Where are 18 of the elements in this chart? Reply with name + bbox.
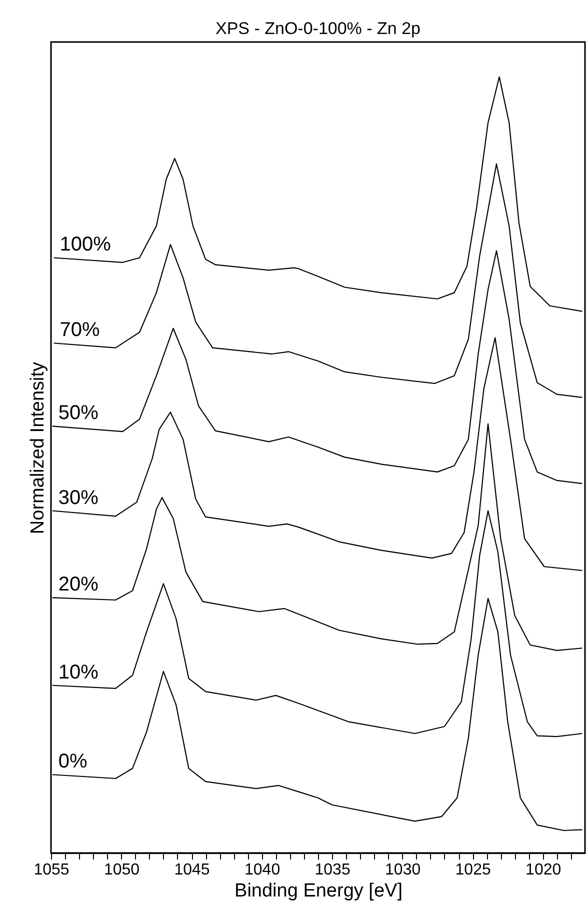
series-label: 50% (58, 402, 99, 424)
x-axis-title: Binding Energy [eV] (234, 880, 402, 902)
x-tick-label: 1055 (34, 862, 70, 878)
series-label: 100% (60, 234, 112, 256)
x-tick-label: 1030 (385, 862, 421, 878)
series-label: 30% (58, 486, 99, 509)
x-tick-label: 1040 (244, 862, 280, 878)
chart-title: XPS - ZnO-0-100% - Zn 2p (215, 19, 421, 38)
x-tick-label: 1050 (104, 862, 140, 878)
x-tick-label: 1020 (526, 862, 562, 878)
series-label: 10% (58, 661, 99, 684)
x-tick-label: 1025 (455, 862, 491, 878)
series-label: 0% (58, 750, 88, 773)
x-tick-label: 1035 (314, 862, 350, 878)
y-axis-title: Normalized Intensity (28, 361, 48, 534)
x-tick-label: 1045 (174, 862, 210, 878)
series-label: 20% (58, 574, 99, 596)
series-label: 70% (60, 319, 100, 342)
